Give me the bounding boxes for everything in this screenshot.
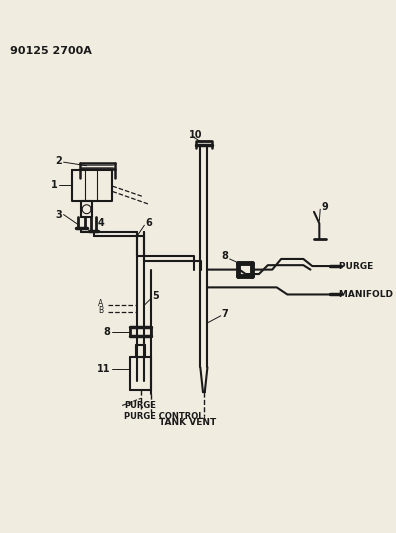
Text: A: A bbox=[98, 299, 103, 308]
Text: 6: 6 bbox=[145, 219, 152, 229]
Text: 4: 4 bbox=[97, 219, 104, 229]
Text: 3: 3 bbox=[55, 209, 62, 220]
Text: 90125 2700A: 90125 2700A bbox=[10, 46, 92, 56]
Text: - MANIFOLD: - MANIFOLD bbox=[332, 290, 393, 299]
Text: TANK VENT: TANK VENT bbox=[159, 418, 217, 427]
Text: 5: 5 bbox=[152, 291, 159, 301]
Text: 10: 10 bbox=[189, 130, 202, 140]
Text: 1: 1 bbox=[51, 180, 57, 190]
Text: PURGE: PURGE bbox=[124, 401, 156, 410]
Text: B: B bbox=[98, 306, 103, 315]
Text: 2: 2 bbox=[55, 156, 62, 166]
Text: 7: 7 bbox=[222, 309, 228, 319]
Text: 8: 8 bbox=[104, 327, 110, 337]
Text: 11: 11 bbox=[97, 364, 110, 374]
Text: - PURGE: - PURGE bbox=[332, 262, 373, 271]
Text: 9: 9 bbox=[321, 203, 328, 213]
Text: PURGE CONTROL: PURGE CONTROL bbox=[124, 411, 204, 421]
Text: 8: 8 bbox=[221, 251, 228, 261]
